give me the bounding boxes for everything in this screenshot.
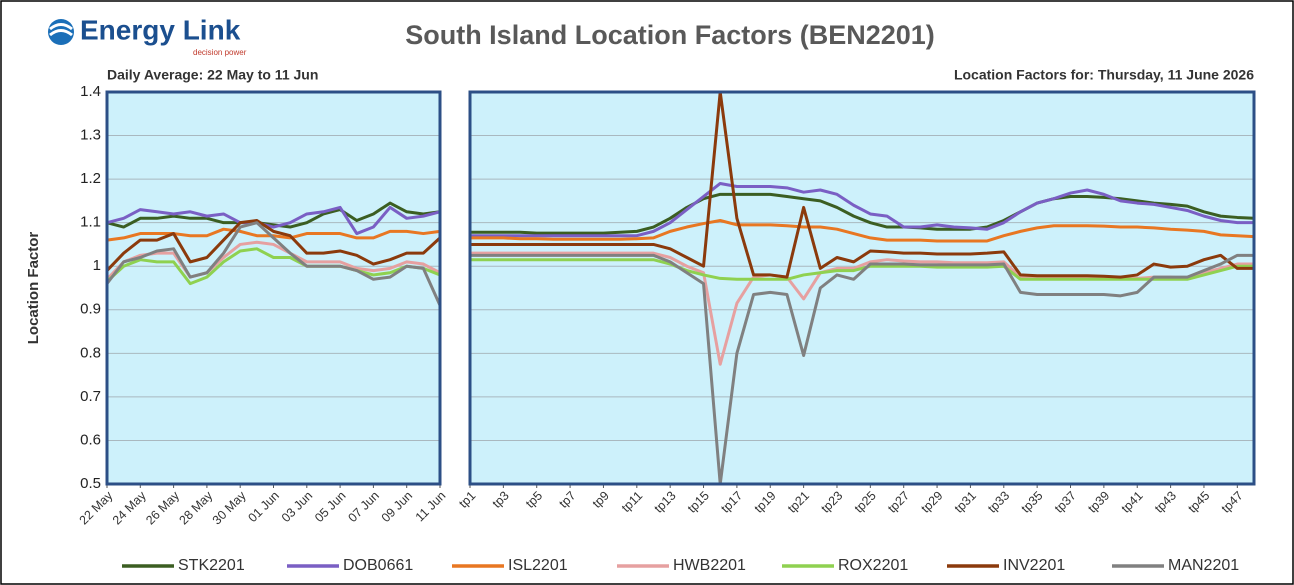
y-tick-label: 1.2 — [80, 170, 101, 187]
y-tick-label: 0.9 — [80, 301, 101, 318]
plot-border — [468, 90, 1256, 486]
legend-label: ROX2201 — [838, 557, 908, 574]
plot-area — [107, 92, 440, 484]
subtitle: Location Factors for: Thursday, 11 June … — [954, 67, 1254, 83]
series-line — [470, 218, 1255, 243]
chart-title: South Island Location Factors (BEN2201) — [405, 20, 935, 50]
legend-label: HWB2201 — [673, 557, 746, 574]
legend-label: DOB0661 — [343, 557, 413, 574]
series-line — [105, 240, 441, 281]
logo-text: Energy Link — [80, 14, 241, 45]
series-line — [105, 218, 442, 272]
series-line — [470, 192, 1255, 235]
y-tick-label: 0.8 — [80, 344, 101, 361]
series-line — [470, 258, 1254, 281]
legend-label: MAN2201 — [1168, 557, 1239, 574]
series-line — [106, 201, 441, 229]
y-tick-label: 0.5 — [80, 475, 101, 492]
y-tick-label: 1.1 — [80, 214, 101, 231]
logo-tagline: decision power — [193, 48, 247, 57]
legend-label: INV2201 — [1003, 557, 1065, 574]
plot-area — [470, 92, 1254, 484]
series-line — [106, 227, 441, 242]
legend-label: ISL2201 — [508, 557, 568, 574]
series-line — [106, 205, 441, 236]
series-line — [470, 90, 1254, 279]
y-axis-label: Location Factor — [25, 232, 42, 345]
series-line — [105, 247, 441, 286]
series-line — [470, 181, 1254, 238]
y-tick-label: 1.3 — [80, 127, 101, 144]
y-tick-label: 0.7 — [80, 388, 101, 405]
logo: Energy Link decision power — [48, 14, 247, 57]
series-line — [105, 221, 442, 307]
y-tick-label: 1 — [93, 257, 101, 274]
plot-border — [105, 90, 442, 486]
series-line — [470, 253, 1254, 486]
y-tick-label: 0.6 — [80, 431, 101, 448]
logo-wave — [49, 23, 73, 37]
subtitle: Daily Average: 22 May to 11 Jun — [107, 67, 318, 83]
y-tick-label: 1.4 — [80, 83, 101, 100]
legend-label: STK2201 — [178, 557, 245, 574]
